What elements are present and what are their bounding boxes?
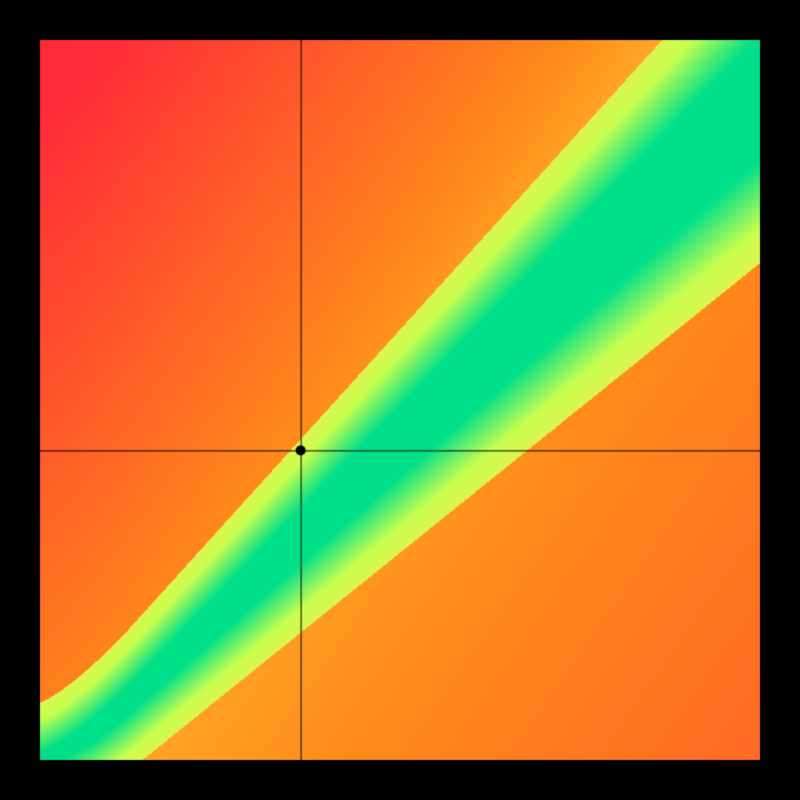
heatmap-canvas bbox=[0, 0, 800, 800]
chart-container: TheBottleneck.com bbox=[0, 0, 800, 800]
